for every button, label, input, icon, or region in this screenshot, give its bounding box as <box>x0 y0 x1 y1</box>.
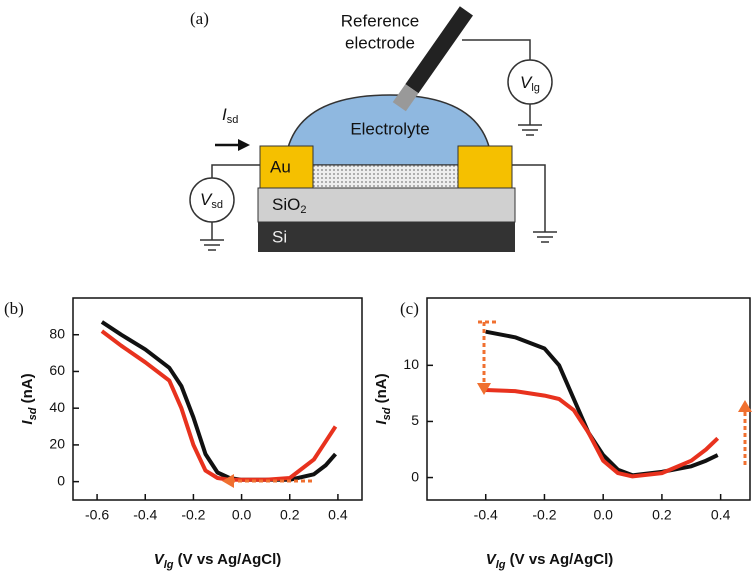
charts: (b) 0 20 40 60 80 -0.6 -0.4 -0.2 0.0 0.2 0.4 Vlg (V … <box>4 298 750 571</box>
channel <box>313 165 458 188</box>
y-tick-label: 20 <box>49 436 65 452</box>
x-tick-label: 0.0 <box>232 507 252 523</box>
isd-label: Isd <box>222 105 238 125</box>
reference-label: electrode <box>345 33 415 52</box>
data-line <box>102 331 336 480</box>
x-tick-label: 0.2 <box>280 507 300 523</box>
electrolyte-label: Electrolyte <box>350 119 429 138</box>
y-axis-label: Isd (nA) <box>373 373 393 424</box>
y-axis-label: Isd (nA) <box>19 373 39 424</box>
x-axis-label: Vlg (V vs Ag/AgCl) <box>486 551 614 571</box>
annotation-arrow <box>232 322 745 481</box>
figure: (a) Electrolyte Si SiO2 Au Reference ele… <box>0 0 752 575</box>
si-layer <box>258 222 515 252</box>
reference-label: Reference <box>341 11 419 30</box>
y-tick-label: 0 <box>411 468 419 484</box>
y-tick-label: 60 <box>49 362 65 378</box>
x-tick-label: 0.2 <box>652 507 672 523</box>
y-tick-label: 5 <box>411 412 419 428</box>
y-tick-label: 80 <box>49 325 65 341</box>
x-axis-label: Vlg (V vs Ag/AgCl) <box>154 551 282 571</box>
plot-frame <box>427 298 750 500</box>
chart: (b) 0 20 40 60 80 -0.6 -0.4 -0.2 0.0 0.2 0.4 Vlg (V … <box>4 298 362 571</box>
panel-label: (b) <box>4 299 24 318</box>
wire <box>512 165 545 232</box>
annotation-arrowhead <box>222 322 752 488</box>
si-label: Si <box>272 227 287 246</box>
x-tick-label: -0.4 <box>474 507 498 523</box>
current-arrow-head <box>238 139 250 151</box>
panel-label: (a) <box>190 9 209 28</box>
x-tick-label: 0.4 <box>711 507 731 523</box>
au-contact <box>458 146 512 188</box>
x-tick-label: 0.4 <box>328 507 348 523</box>
panel-label: (c) <box>400 299 419 318</box>
y-tick-label: 10 <box>403 356 419 372</box>
device-diagram: (a) Electrolyte Si SiO2 Au Reference ele… <box>190 6 557 252</box>
x-tick-label: -0.2 <box>532 507 556 523</box>
au-label: Au <box>270 157 291 176</box>
x-tick-label: -0.6 <box>85 507 109 523</box>
data-line <box>102 322 336 480</box>
x-tick-label: -0.4 <box>133 507 157 523</box>
y-tick-label: 40 <box>49 399 65 415</box>
chart: (c) 0 5 10 -0.4 -0.2 0.0 0.2 0.4 Vlg (V vs Ag/AgC… <box>373 298 750 571</box>
y-tick-label: 0 <box>57 472 65 488</box>
data-line <box>486 390 718 476</box>
x-tick-label: 0.0 <box>593 507 613 523</box>
x-tick-label: -0.2 <box>181 507 205 523</box>
